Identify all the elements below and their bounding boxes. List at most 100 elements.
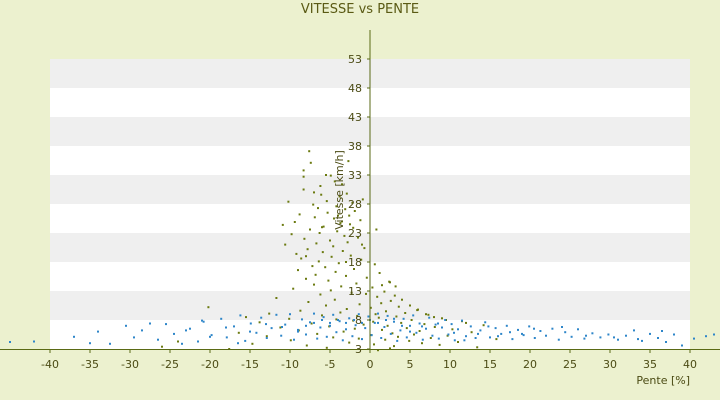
data-point: [487, 325, 490, 328]
data-point: [361, 321, 363, 324]
data-point: [207, 306, 210, 309]
series-0: [161, 150, 498, 352]
data-point: [329, 289, 332, 292]
data-point: [317, 260, 320, 263]
y-tick-label: 48: [348, 82, 362, 95]
data-point: [437, 322, 439, 325]
data-point: [446, 334, 449, 337]
data-point: [413, 333, 415, 336]
data-point: [517, 328, 519, 331]
data-point: [225, 326, 227, 329]
data-point: [303, 237, 306, 240]
data-point: [451, 328, 454, 331]
data-point: [295, 252, 298, 255]
data-point: [333, 180, 336, 183]
data-point: [225, 336, 228, 339]
data-point: [275, 297, 278, 299]
x-tick-label: -40: [41, 358, 59, 371]
data-point: [564, 331, 567, 334]
data-point: [354, 324, 357, 327]
data-point: [444, 319, 447, 321]
data-point: [373, 343, 375, 346]
data-point: [341, 183, 343, 186]
data-point: [289, 339, 292, 342]
data-point: [341, 339, 344, 342]
data-point: [89, 342, 91, 345]
data-point: [97, 330, 99, 333]
data-point: [289, 313, 291, 316]
x-tick-label: 35: [643, 358, 657, 371]
data-point: [341, 220, 343, 223]
data-point: [220, 317, 223, 320]
data-point: [381, 284, 383, 287]
y-tick-label: 3: [355, 343, 362, 356]
data-point: [421, 338, 424, 341]
data-point: [399, 329, 402, 332]
data-point: [340, 285, 343, 288]
data-point: [357, 236, 359, 239]
data-point: [599, 336, 602, 339]
data-point: [375, 228, 378, 231]
data-point: [329, 239, 331, 242]
data-point: [189, 327, 191, 330]
data-point: [161, 345, 163, 348]
data-point: [362, 323, 365, 326]
data-point: [284, 243, 287, 246]
data-point: [539, 330, 542, 332]
data-point: [437, 337, 440, 340]
y-axis-title: Vitesse [km/h]: [333, 150, 346, 230]
data-point: [477, 332, 479, 335]
data-point: [641, 339, 643, 342]
data-point: [202, 320, 205, 323]
data-point: [661, 330, 663, 332]
data-point: [329, 321, 331, 324]
data-point: [244, 339, 247, 342]
data-point: [325, 200, 328, 203]
x-tick-label: -30: [121, 358, 139, 371]
y-tick-label: 8: [355, 314, 362, 327]
y-tick-label: 13: [348, 285, 362, 298]
data-point: [312, 203, 315, 206]
data-point: [657, 337, 659, 339]
data-point: [177, 340, 179, 343]
data-point: [258, 321, 261, 324]
data-point: [405, 336, 408, 339]
data-point: [457, 341, 459, 343]
data-point: [311, 265, 314, 268]
x-tick-label: -20: [201, 358, 219, 371]
data-point: [265, 323, 267, 326]
data-point: [353, 319, 355, 321]
data-point: [315, 242, 318, 245]
data-point: [359, 219, 362, 222]
data-point: [249, 330, 251, 333]
data-point: [425, 313, 427, 316]
data-point: [681, 344, 683, 347]
data-point: [341, 250, 344, 252]
chart-title: VITESSE vs PENTE: [300, 2, 420, 17]
data-point: [401, 324, 403, 327]
data-point: [260, 316, 263, 319]
data-point: [453, 339, 456, 342]
data-point: [484, 321, 487, 324]
data-point: [713, 333, 715, 336]
data-point: [384, 338, 387, 341]
data-point: [279, 326, 282, 329]
data-point: [265, 337, 268, 339]
data-point: [673, 333, 675, 336]
x-tick-label: -15: [241, 358, 259, 371]
data-point: [298, 213, 301, 216]
x-tick-label: -35: [81, 358, 99, 371]
data-point: [363, 247, 366, 250]
data-point: [374, 313, 377, 316]
data-point: [561, 326, 563, 328]
data-point: [409, 324, 411, 327]
data-point: [428, 316, 431, 319]
data-point: [305, 324, 307, 327]
data-point: [386, 314, 389, 317]
data-point: [441, 317, 443, 320]
data-point: [310, 322, 313, 325]
data-point: [325, 174, 327, 176]
data-point: [400, 321, 403, 324]
data-point: [528, 325, 531, 328]
data-point: [505, 324, 508, 327]
